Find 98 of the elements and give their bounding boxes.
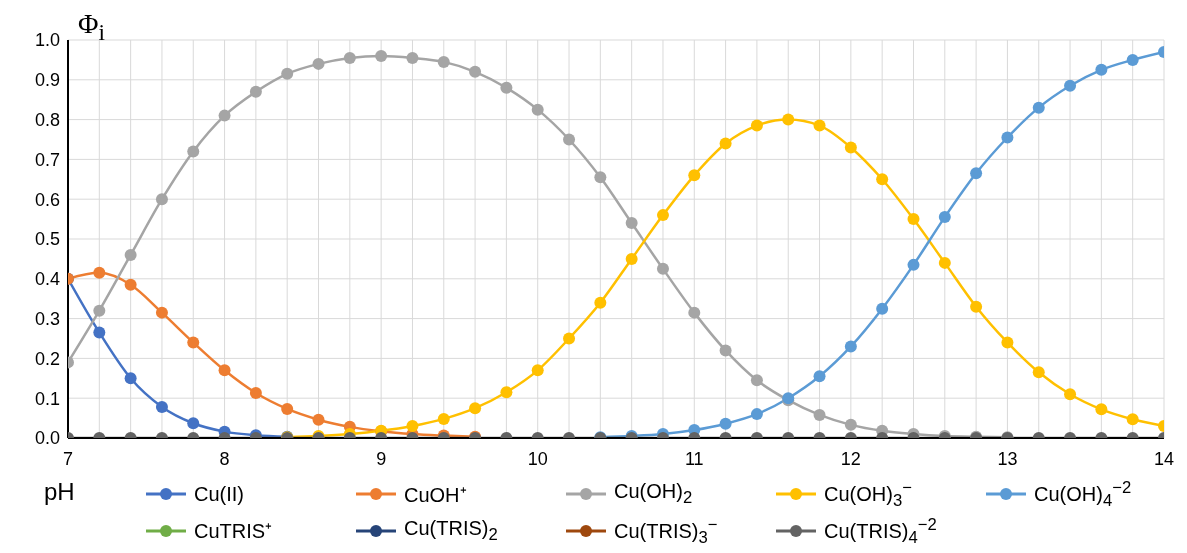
point	[93, 326, 106, 339]
point	[469, 65, 482, 78]
point	[970, 167, 983, 180]
point	[124, 278, 137, 291]
point	[249, 85, 262, 98]
point	[281, 67, 294, 80]
point	[813, 119, 826, 132]
point	[594, 296, 607, 309]
y-tick-label: 1.0	[34, 30, 60, 51]
point	[719, 344, 732, 357]
point	[1001, 336, 1014, 349]
y-tick-label: 0.2	[34, 348, 60, 369]
point	[938, 211, 951, 224]
y-tick-label: 0.6	[34, 189, 60, 210]
x-tick-label: 14	[1153, 448, 1175, 469]
point	[750, 119, 763, 132]
point	[844, 141, 857, 154]
point	[813, 370, 826, 383]
point	[124, 372, 137, 385]
point	[281, 402, 294, 415]
x-axis-title: pH	[44, 478, 75, 506]
point	[719, 417, 732, 430]
point	[1064, 388, 1077, 401]
point	[625, 252, 638, 265]
point	[719, 137, 732, 150]
point	[531, 103, 544, 116]
y-tick-label: 0.5	[34, 229, 60, 250]
point	[1001, 131, 1014, 144]
point	[907, 213, 920, 226]
point	[938, 256, 951, 269]
point	[1064, 79, 1077, 92]
x-tick-label: 7	[62, 448, 74, 469]
point	[155, 193, 168, 206]
point	[187, 417, 200, 430]
y-tick-label: 0.7	[34, 149, 60, 170]
point	[406, 51, 419, 64]
point	[500, 386, 513, 399]
point	[1126, 413, 1139, 426]
point	[155, 400, 168, 413]
legend-label: Cu(II)	[194, 482, 244, 506]
point	[437, 55, 450, 68]
x-tick-label: 9	[376, 448, 387, 469]
point	[563, 133, 576, 146]
y-tick-label: 0.8	[34, 109, 60, 130]
point	[594, 171, 607, 184]
x-tick-label: 12	[840, 448, 861, 469]
point	[1032, 101, 1045, 114]
y-tick-label: 0.0	[34, 428, 60, 449]
legend-label: CuOH⁺	[404, 482, 467, 508]
point	[750, 408, 763, 421]
point	[688, 169, 701, 182]
point	[343, 51, 356, 64]
y-axis-title: Φ$_{i}$	[78, 8, 105, 46]
point	[782, 113, 795, 126]
point	[437, 412, 450, 425]
point	[876, 173, 889, 186]
point	[1095, 63, 1108, 76]
point	[1032, 366, 1045, 379]
point	[500, 81, 513, 94]
point	[531, 364, 544, 377]
point	[155, 306, 168, 319]
point	[218, 109, 231, 122]
point	[187, 336, 200, 349]
point	[907, 258, 920, 271]
legend-label: Cu(TRIS)$_{2}$	[404, 516, 498, 545]
x-tick-label: 13	[997, 448, 1018, 469]
point	[312, 57, 325, 70]
point	[312, 413, 325, 426]
y-tick-label: 0.9	[34, 70, 60, 91]
point	[844, 340, 857, 353]
point	[375, 49, 388, 62]
point	[218, 364, 231, 377]
y-tick-label: 0.4	[34, 269, 60, 290]
point	[688, 306, 701, 319]
point	[813, 408, 826, 421]
point	[124, 248, 137, 261]
x-tick-label: 11	[684, 448, 704, 469]
point	[93, 266, 106, 279]
point	[625, 217, 638, 230]
legend-label: Cu(OH)$_{2}$	[614, 480, 693, 509]
point	[249, 387, 262, 400]
y-tick-label: 0.1	[34, 388, 60, 409]
point	[469, 402, 482, 415]
point	[563, 332, 576, 345]
x-tick-label: 10	[527, 448, 548, 469]
point	[970, 300, 983, 313]
point	[1095, 403, 1108, 416]
point	[844, 418, 857, 431]
point	[656, 262, 669, 275]
point	[93, 304, 106, 317]
legend-label: CuTRIS⁺	[194, 519, 273, 545]
point	[750, 374, 763, 387]
x-tick-label: 8	[219, 448, 230, 469]
point	[1126, 53, 1139, 66]
point	[876, 302, 889, 315]
y-tick-label: 0.3	[34, 308, 60, 329]
point	[656, 209, 669, 222]
point	[187, 145, 200, 158]
